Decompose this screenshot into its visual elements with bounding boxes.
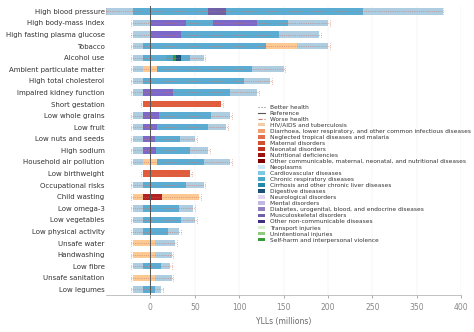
Bar: [133, 54, 204, 61]
Bar: [133, 8, 364, 15]
Bar: [143, 124, 157, 130]
Bar: [212, 20, 257, 26]
Bar: [150, 20, 288, 26]
Bar: [133, 275, 172, 281]
Bar: [143, 182, 186, 188]
Bar: [143, 286, 155, 292]
Bar: [133, 66, 283, 72]
Bar: [143, 136, 180, 142]
Bar: [166, 54, 175, 61]
Bar: [133, 78, 270, 84]
Bar: [143, 89, 230, 96]
Bar: [143, 217, 181, 223]
Bar: [133, 240, 175, 246]
Bar: [143, 66, 253, 72]
Bar: [143, 113, 159, 119]
Bar: [208, 8, 226, 15]
Bar: [143, 124, 208, 130]
Bar: [143, 228, 168, 235]
Bar: [143, 159, 204, 165]
Bar: [155, 240, 175, 246]
Bar: [133, 89, 257, 96]
Bar: [133, 20, 328, 26]
Bar: [133, 217, 195, 223]
Bar: [266, 43, 297, 49]
Bar: [408, 8, 443, 15]
Bar: [143, 170, 190, 177]
Bar: [143, 101, 221, 107]
Bar: [133, 43, 328, 49]
X-axis label: YLLs (millions): YLLs (millions): [256, 317, 311, 326]
Legend: Better health, Reference, Worse health, HIV/AIDS and tuberculosis, Diarrhoea, lo: Better health, Reference, Worse health, …: [258, 105, 471, 243]
Bar: [106, 8, 408, 15]
Bar: [150, 31, 279, 38]
Bar: [133, 113, 230, 119]
Bar: [143, 136, 155, 142]
Bar: [133, 228, 179, 235]
Bar: [143, 43, 297, 49]
Bar: [143, 78, 244, 84]
Bar: [133, 147, 208, 154]
Bar: [133, 286, 161, 292]
Bar: [155, 275, 172, 281]
Bar: [143, 89, 173, 96]
Bar: [173, 54, 179, 61]
Bar: [133, 31, 319, 38]
Bar: [143, 113, 211, 119]
Bar: [133, 194, 199, 200]
Bar: [133, 205, 193, 211]
Bar: [133, 159, 230, 165]
Bar: [143, 147, 155, 154]
Bar: [133, 252, 172, 258]
Bar: [150, 31, 182, 38]
Bar: [133, 182, 204, 188]
Bar: [176, 54, 181, 61]
Bar: [143, 205, 179, 211]
Bar: [150, 20, 186, 26]
Bar: [133, 136, 195, 142]
Bar: [133, 263, 170, 270]
Bar: [155, 252, 172, 258]
Bar: [133, 124, 226, 130]
Bar: [143, 147, 190, 154]
Bar: [143, 194, 162, 200]
Bar: [143, 159, 157, 165]
Bar: [143, 66, 157, 72]
Bar: [143, 54, 190, 61]
Bar: [143, 263, 161, 270]
